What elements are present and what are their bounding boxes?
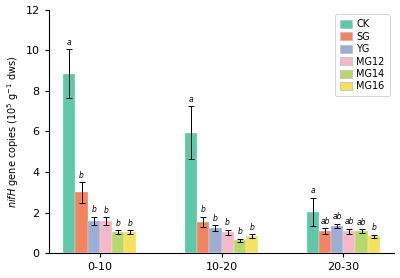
Bar	[63, 74, 76, 254]
Text: a: a	[310, 186, 315, 195]
Text: b: b	[104, 206, 108, 215]
Text: b: b	[128, 219, 133, 228]
Text: ab: ab	[320, 217, 330, 225]
Bar	[100, 221, 112, 254]
Text: b: b	[371, 223, 376, 232]
Bar	[356, 231, 368, 254]
Text: ab: ab	[357, 218, 366, 227]
Text: ab: ab	[332, 212, 342, 221]
Bar	[368, 236, 380, 254]
Text: a: a	[189, 95, 194, 104]
Text: b: b	[116, 219, 120, 228]
Bar	[88, 221, 100, 254]
Bar	[76, 192, 88, 254]
Bar	[209, 228, 222, 254]
Bar	[112, 232, 124, 254]
Text: b: b	[250, 223, 254, 232]
Bar	[234, 240, 246, 254]
Legend: CK, SG, YG, MG12, MG14, MG16: CK, SG, YG, MG12, MG14, MG16	[335, 14, 390, 96]
Text: b: b	[237, 227, 242, 236]
Bar	[319, 231, 331, 254]
Text: b: b	[201, 205, 206, 214]
Bar	[331, 226, 343, 254]
Bar	[343, 231, 356, 254]
Y-axis label: $\it{nifH}$ gene copies ($\mathregular{10^5}$ g$\mathregular{^{-1}}$ dws): $\it{nifH}$ gene copies ($\mathregular{1…	[6, 55, 21, 208]
Bar	[246, 236, 258, 254]
Bar	[222, 232, 234, 254]
Text: a: a	[67, 38, 72, 47]
Bar	[197, 222, 209, 254]
Text: ab: ab	[345, 217, 354, 226]
Bar	[185, 133, 197, 254]
Text: b: b	[79, 171, 84, 180]
Bar	[124, 232, 136, 254]
Text: b: b	[225, 218, 230, 227]
Text: b: b	[91, 205, 96, 214]
Text: b: b	[213, 214, 218, 222]
Bar	[307, 212, 319, 254]
